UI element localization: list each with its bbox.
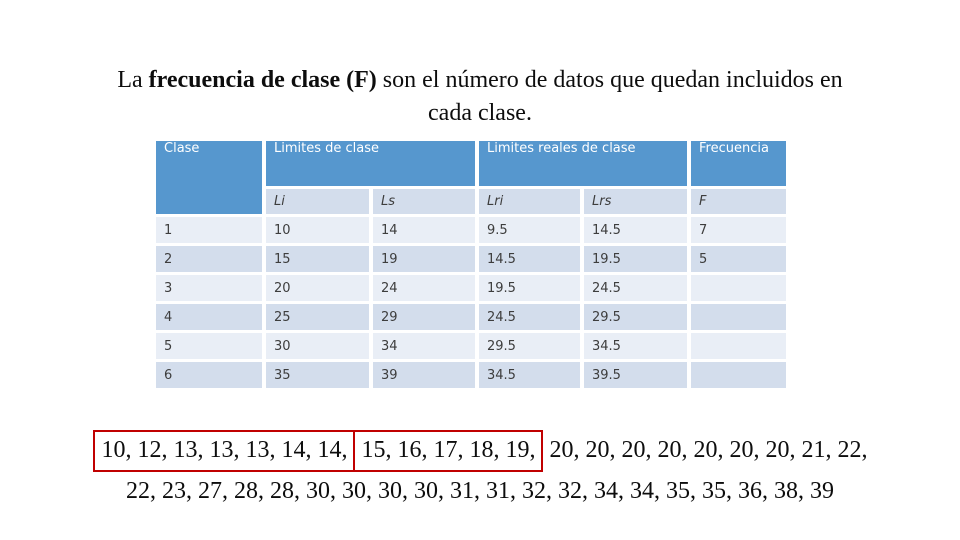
cell-clase: 2 [156,246,262,272]
table-header-row: Clase Limites de clase Limites reales de… [156,141,786,214]
cell-f: 7 [691,217,786,243]
cell-ls: 24 [373,275,475,301]
header-limites-de-clase: Limites de clase [266,141,475,186]
table-subheader-row: Li Ls Lri Lrs F [156,189,786,214]
subheader-f: F [691,189,786,214]
cell-li: 25 [266,304,369,330]
cell-f: 5 [691,246,786,272]
cell-lrs: 14.5 [584,217,687,243]
cell-lri: 24.5 [479,304,580,330]
cell-f [691,304,786,330]
cell-clase: 3 [156,275,262,301]
title-bold-term: frecuencia de clase (F) [148,67,377,93]
title-prefix: La [117,67,149,93]
title-suffix: son el número de datos que quedan inclui… [376,67,843,93]
highlight-box-1: 10, 12, 13, 13, 13, 14, 14, [92,430,355,472]
cell-clase: 4 [156,304,262,330]
cell-lri: 29.5 [479,333,580,359]
subheader-li: Li [266,189,369,214]
cell-lri: 34.5 [479,362,580,388]
title-line-2: cada clase. [428,100,532,126]
data-line-1: 10, 12, 13, 13, 13, 14, 14, 15, 16, 17, 1… [0,430,960,472]
cell-ls: 29 [373,304,475,330]
subheader-ls: Ls [373,189,475,214]
cell-ls: 14 [373,217,475,243]
cell-li: 10 [266,217,369,243]
table-row: 3 20 24 19.5 24.5 [156,275,786,301]
cell-ls: 19 [373,246,475,272]
cell-lri: 9.5 [479,217,580,243]
cell-li: 20 [266,275,369,301]
title-line-1: La frecuencia de clase (F) son el número… [0,64,960,97]
cell-lri: 19.5 [479,275,580,301]
frequency-table: Clase Limites de clase Limites reales de… [152,138,790,391]
cell-clase: 1 [156,217,262,243]
raw-data-list: 10, 12, 13, 13, 13, 14, 14, 15, 16, 17, 1… [0,430,960,506]
subheader-lri: Lri [479,189,580,214]
slide-title: La frecuencia de clase (F) son el número… [0,64,960,130]
highlight-box-2: 15, 16, 17, 18, 19, [352,430,543,472]
header-limites-reales-de-clase: Limites reales de clase [479,141,687,186]
cell-lri: 14.5 [479,246,580,272]
cell-lrs: 39.5 [584,362,687,388]
table-row: 6 35 39 34.5 39.5 [156,362,786,388]
cell-f [691,333,786,359]
data-line-1-rest: 20, 20, 20, 20, 20, 20, 20, 21, 22, [549,436,868,463]
subheader-lrs: Lrs [584,189,687,214]
table-row: 5 30 34 29.5 34.5 [156,333,786,359]
cell-clase: 6 [156,362,262,388]
cell-li: 30 [266,333,369,359]
table-row: 4 25 29 24.5 29.5 [156,304,786,330]
cell-clase: 5 [156,333,262,359]
table-row: 1 10 14 9.5 14.5 7 [156,217,786,243]
cell-lrs: 24.5 [584,275,687,301]
table-row: 2 15 19 14.5 19.5 5 [156,246,786,272]
cell-ls: 34 [373,333,475,359]
data-line-2: 22, 23, 27, 28, 28, 30, 30, 30, 30, 31, … [126,478,834,504]
cell-lrs: 34.5 [584,333,687,359]
header-frecuencia: Frecuencia [691,141,786,186]
cell-ls: 39 [373,362,475,388]
cell-f [691,362,786,388]
cell-li: 35 [266,362,369,388]
cell-li: 15 [266,246,369,272]
cell-f [691,275,786,301]
cell-lrs: 19.5 [584,246,687,272]
header-clase: Clase [156,141,262,214]
cell-lrs: 29.5 [584,304,687,330]
